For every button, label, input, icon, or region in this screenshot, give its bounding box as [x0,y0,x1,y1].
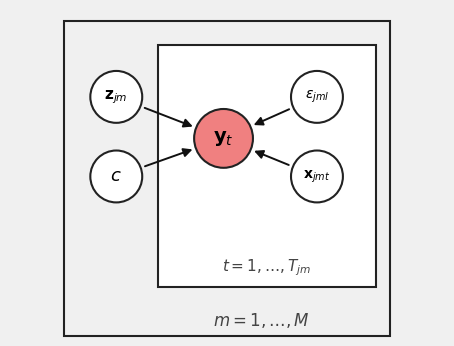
Text: $t = 1, \ldots, T_{jm}$: $t = 1, \ldots, T_{jm}$ [222,258,311,279]
Text: $\mathbf{x}_{jmt}$: $\mathbf{x}_{jmt}$ [303,168,331,185]
Circle shape [90,151,142,202]
Text: $\mathbf{z}_{jm}$: $\mathbf{z}_{jm}$ [104,88,128,106]
Text: $\mathbf{y}_t$: $\mathbf{y}_t$ [213,129,234,148]
Text: $m = 1, \ldots, M$: $m = 1, \ldots, M$ [213,311,310,329]
Circle shape [291,71,343,123]
Circle shape [291,151,343,202]
Circle shape [90,71,142,123]
Text: $c$: $c$ [110,167,122,185]
Text: $\epsilon_{jml}$: $\epsilon_{jml}$ [305,89,329,105]
Bar [158,45,376,287]
Circle shape [194,109,253,168]
